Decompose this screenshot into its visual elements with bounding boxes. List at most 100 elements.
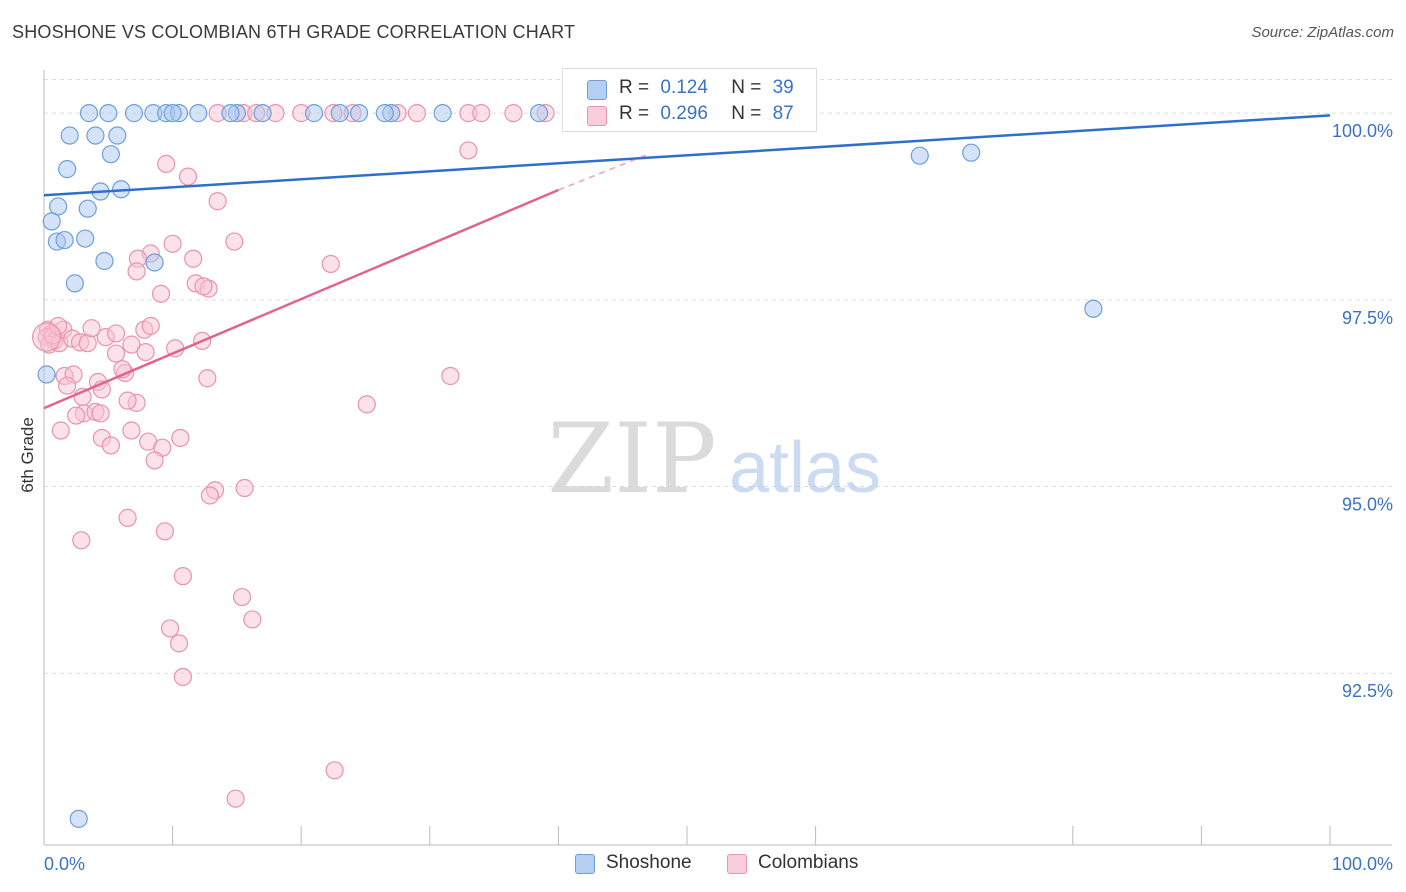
colombians-point	[194, 277, 213, 296]
colombians-point	[91, 404, 110, 423]
bottom-colombians-label: Colombians	[758, 852, 859, 873]
shoshone-n-value: 39	[772, 77, 794, 98]
shoshone-point	[78, 199, 97, 218]
shoshone-point	[99, 104, 118, 123]
colombians-point	[232, 587, 252, 607]
shoshone-point	[253, 104, 272, 123]
colombians-point	[226, 789, 245, 808]
bottom-legend-shoshone: Shoshone	[575, 852, 692, 874]
bottom-shoshone-label: Shoshone	[606, 852, 692, 873]
legend-row-shoshone: R = 0.124 N = 39	[587, 77, 794, 100]
colombians-point	[67, 406, 86, 425]
colombians-point	[118, 391, 137, 410]
shoshone-point	[58, 160, 77, 179]
colombians-point	[198, 369, 217, 388]
x-tick-label: 0.0%	[44, 854, 85, 874]
colombians-swatch	[587, 106, 607, 126]
colombians-point	[72, 531, 91, 550]
colombians-point	[122, 335, 141, 354]
colombians-point	[106, 324, 126, 343]
watermark: ZIP atlas	[547, 403, 881, 515]
watermark-zip: ZIP	[547, 403, 716, 515]
shoshone-point	[530, 104, 549, 123]
colombians-point	[51, 421, 70, 440]
axis-layer: 92.5% 95.0% 97.5% 100.0% 0.0% 100.0%	[43, 70, 1393, 874]
shoshone-point	[95, 251, 114, 271]
colombians-point	[141, 316, 160, 336]
shoshone-point	[330, 104, 349, 123]
shoshone-point	[189, 104, 208, 123]
shoshone-point	[349, 104, 369, 123]
colombians-trendline-extension	[558, 153, 649, 191]
x-tick-label: 100.0%	[1332, 854, 1393, 874]
colombians-point	[200, 486, 219, 505]
colombians-point	[163, 234, 182, 253]
colombians-point	[173, 567, 192, 586]
colombians-point	[441, 366, 460, 386]
watermark-atlas: atlas	[729, 428, 881, 508]
shoshone-point	[86, 126, 105, 145]
shoshone-point	[55, 230, 74, 250]
colombians-point	[357, 395, 376, 414]
shoshone-point	[163, 104, 182, 123]
colombians-point	[157, 154, 176, 173]
colombians-point	[136, 342, 155, 362]
colombians-point	[169, 634, 189, 653]
shoshone-point	[42, 212, 61, 231]
shoshone-point	[375, 104, 394, 123]
colombians-r-label: R =	[619, 103, 650, 124]
source-label: Source: ZipAtlas.com	[1251, 24, 1394, 41]
colombians-point	[155, 522, 174, 541]
trend-layer	[43, 114, 1331, 410]
colombians-point	[325, 761, 344, 780]
colombians-point	[58, 376, 77, 395]
shoshone-point	[221, 104, 240, 123]
shoshone-point	[101, 145, 120, 164]
colombians-point	[504, 104, 523, 123]
colombians-point	[235, 478, 254, 498]
shoshone-point	[433, 104, 452, 123]
colombians-trendline	[43, 188, 559, 410]
shoshone-point	[76, 229, 95, 248]
grid-layer	[44, 79, 1392, 674]
colombians-r-value: 0.296	[660, 103, 708, 124]
colombians-point	[178, 167, 198, 186]
shoshone-point	[79, 104, 99, 123]
shoshone-point	[65, 274, 84, 293]
colombians-point-large	[31, 322, 62, 352]
shoshone-point	[910, 146, 929, 165]
shoshone-point	[304, 104, 324, 123]
shoshone-point	[37, 365, 56, 384]
shoshone-trendline	[43, 114, 1331, 197]
colombians-point	[225, 232, 244, 251]
shoshone-swatch	[587, 80, 607, 100]
colombians-point	[122, 421, 141, 440]
colombians-point	[321, 254, 340, 274]
y-tick-label: 97.5%	[1342, 308, 1393, 328]
chart-title: SHOSHONE VS COLOMBIAN 6TH GRADE CORRELAT…	[12, 22, 576, 42]
colombians-point	[472, 104, 491, 123]
colombians-point	[173, 667, 192, 687]
shoshone-point	[69, 809, 88, 828]
y-tick-label: 92.5%	[1342, 681, 1393, 701]
y-tick-label: 95.0%	[1342, 495, 1393, 515]
colombians-point	[82, 319, 101, 338]
shoshone-point	[145, 253, 164, 272]
bottom-shoshone-swatch	[575, 854, 595, 874]
bottom-colombians-swatch	[727, 854, 747, 874]
shoshone-point	[1084, 299, 1103, 318]
colombians-point	[151, 284, 171, 303]
shoshone-r-label: R =	[619, 77, 650, 98]
bottom-legend-colombians: Colombians	[727, 852, 858, 874]
shoshone-n-label: N =	[731, 77, 762, 98]
colombians-point	[171, 428, 190, 448]
shoshone-point	[962, 143, 981, 162]
shoshone-point	[124, 104, 144, 123]
colombians-point	[106, 344, 126, 363]
colombians-point	[160, 619, 180, 638]
colombians-n-label: N =	[731, 103, 762, 124]
colombians-point	[78, 334, 97, 353]
colombians-point	[407, 104, 427, 123]
colombians-point	[208, 192, 227, 211]
